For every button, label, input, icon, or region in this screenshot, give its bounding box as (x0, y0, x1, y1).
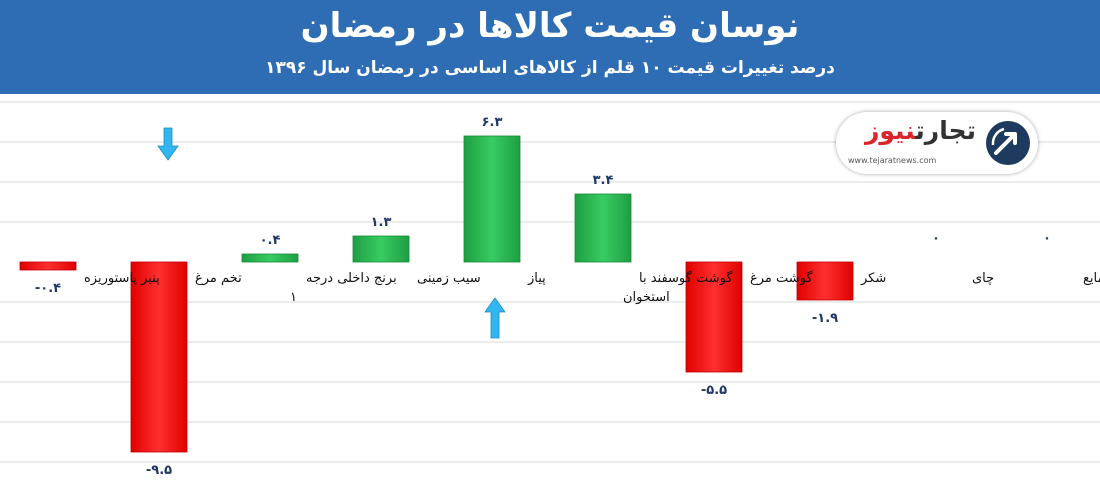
bar (685, 261, 743, 373)
bar (796, 261, 854, 301)
category-label-line: گوشت گوسفند با (639, 270, 733, 286)
category-label: برنج داخلی درجه ۱ (290, 271, 397, 305)
value-label: -۱.۹ (812, 311, 838, 326)
bar (19, 261, 77, 271)
category-label: چای (972, 271, 994, 286)
bar (574, 193, 632, 263)
up-arrow-icon (484, 297, 506, 339)
value-label: ۶.۳ (482, 115, 503, 130)
labels: پنیر پاستوریزه -۰.۴ تخم مرغ -۹.۵ برنج داخلی … (35, 115, 1100, 478)
category-label-line: ۱ (290, 290, 297, 305)
category-label: تخم مرغ (195, 271, 242, 286)
category-label: گوشت مرغ (750, 270, 813, 286)
category-label: روغن مایع (1083, 271, 1100, 286)
value-label: -۰.۴ (35, 281, 61, 296)
value-label: ۱.۳ (371, 215, 392, 230)
category-label: پیاز (527, 271, 546, 286)
value-label: -۵.۵ (701, 383, 727, 398)
chart-header: نوسان قیمت کالاها در رمضان درصد تغییرات … (0, 0, 1100, 94)
bars (19, 127, 854, 453)
category-label: گوشت گوسفند با استخوان (623, 270, 733, 305)
bar (241, 253, 299, 263)
chart-subtitle: درصد تغییرات قیمت ۱۰ قلم از کالاهای اساس… (265, 58, 835, 78)
logo-mark-icon (986, 121, 1030, 165)
logo-name: تجارتنیوز (865, 116, 976, 145)
bar (130, 261, 188, 453)
bar (352, 235, 410, 263)
category-label-line: برنج داخلی درجه (306, 271, 397, 286)
category-label: پنیر پاستوریزه (84, 271, 160, 286)
value-label: ۳.۴ (593, 173, 614, 188)
chart-title: نوسان قیمت کالاها در رمضان (300, 6, 800, 46)
bar-chart: پنیر پاستوریزه -۰.۴ تخم مرغ -۹.۵ برنج داخلی … (0, 101, 1100, 478)
logo: تجارتنیوز www.tejaratnews.com (836, 112, 1038, 174)
category-label: شکر (860, 271, 886, 286)
category-label: سیب زمینی (417, 271, 481, 286)
value-label: -۹.۵ (146, 463, 172, 478)
value-label: ۰.۴ (260, 233, 281, 248)
value-label: ۰ (1043, 231, 1051, 246)
bar (463, 135, 521, 263)
logo-name-part1: تجارت (915, 116, 976, 145)
down-arrow-icon (157, 127, 179, 161)
category-label-line: استخوان (623, 290, 670, 305)
logo-name-part2: نیوز (864, 116, 916, 145)
logo-url: www.tejaratnews.com (848, 156, 937, 165)
value-label: ۰ (932, 231, 940, 246)
